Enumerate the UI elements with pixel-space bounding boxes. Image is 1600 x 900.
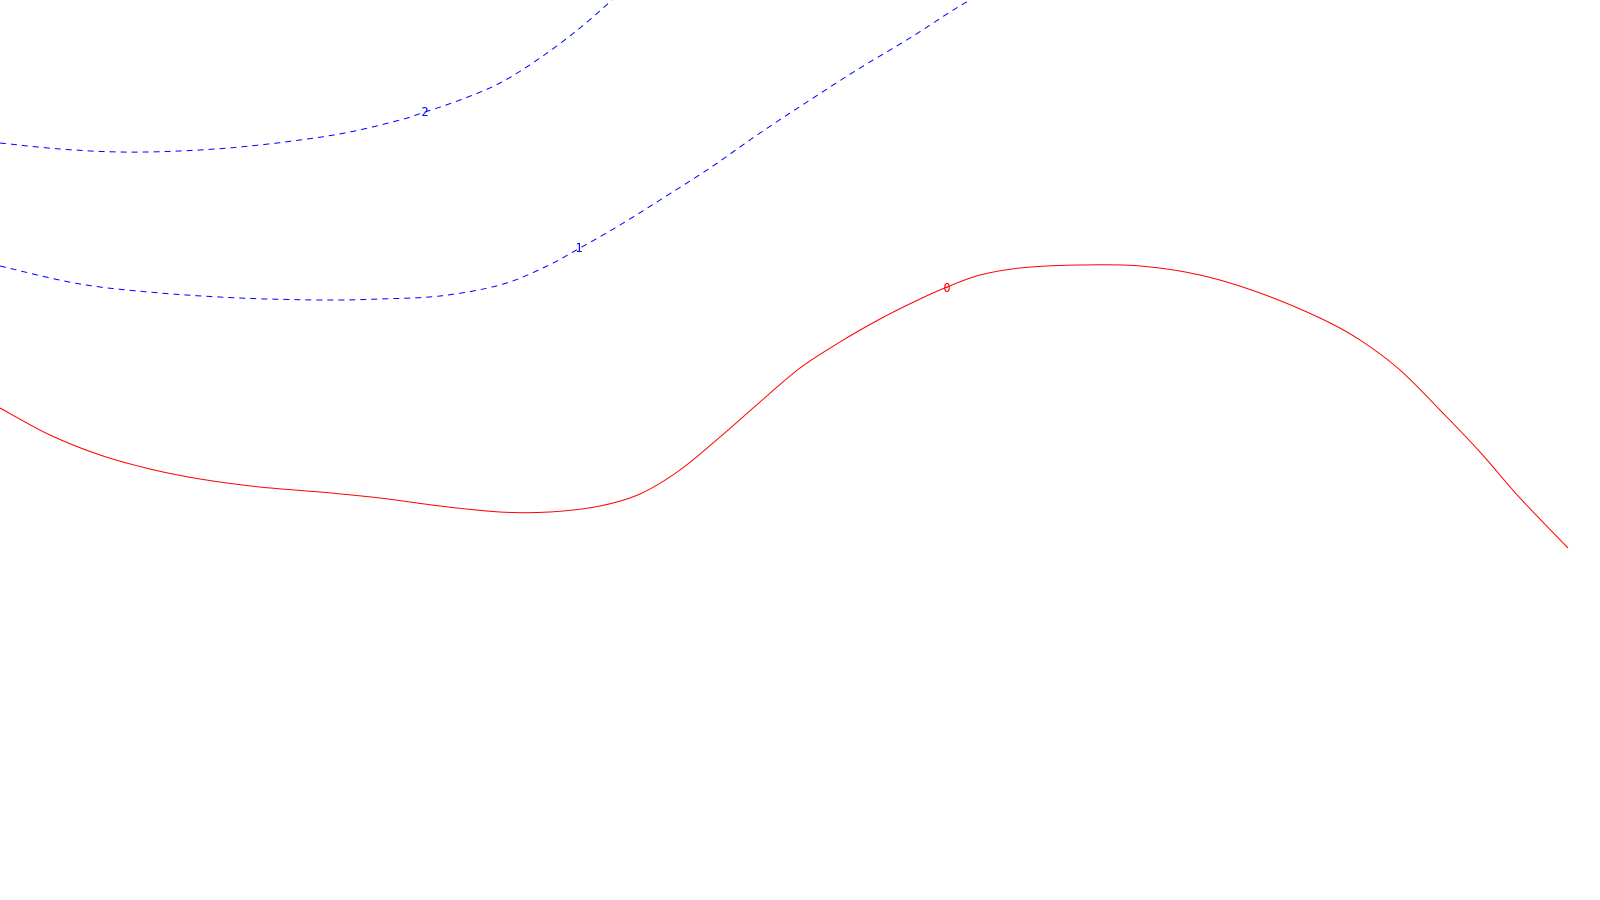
contour-label-1: 1	[575, 241, 582, 255]
contour-label-2: 2	[421, 105, 428, 119]
contour-line-2	[0, 0, 613, 153]
contour-label-0: 0	[943, 281, 950, 295]
contour-labels: 2 1 0	[421, 105, 950, 295]
contour-line-1	[0, 0, 971, 301]
contour-lines	[0, 0, 1569, 549]
contour-line-0	[0, 264, 1569, 549]
